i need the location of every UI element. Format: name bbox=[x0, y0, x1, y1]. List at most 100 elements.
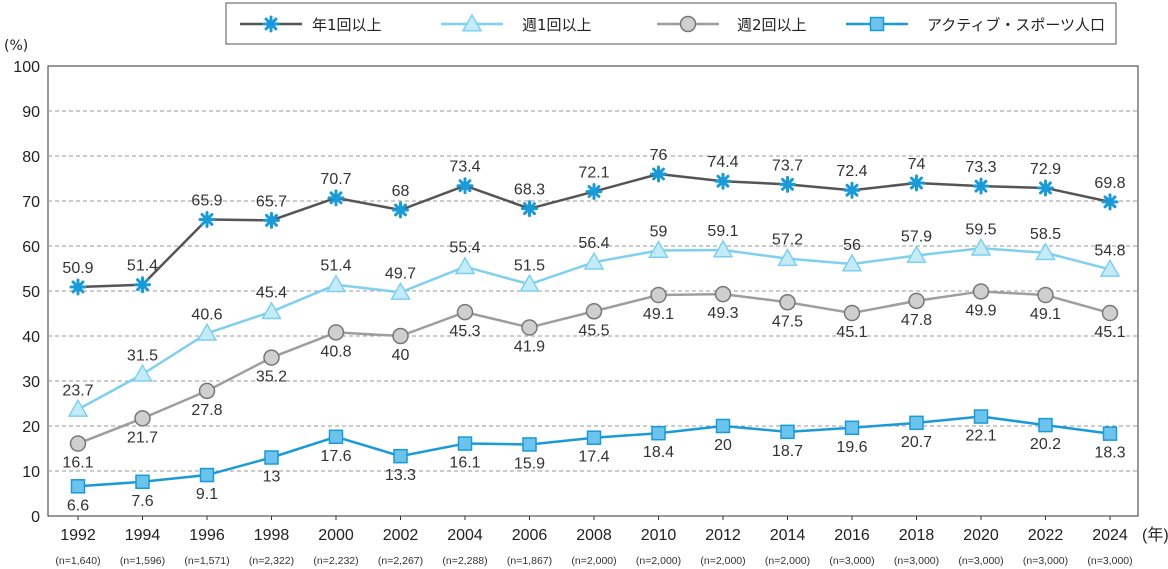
data-point-triangle bbox=[1099, 258, 1121, 277]
asterisk-stroke bbox=[394, 203, 407, 217]
sample-size-label: (n=3,000) bbox=[1023, 555, 1068, 567]
data-label: 16.1 bbox=[62, 455, 93, 472]
data-label: 49.9 bbox=[965, 302, 996, 319]
sample-size-label: (n=1,867) bbox=[507, 555, 552, 567]
data-point-triangle bbox=[1035, 242, 1056, 261]
data-point-circle bbox=[1037, 286, 1054, 304]
data-point-asterisk bbox=[456, 177, 474, 195]
x-tick-label: 1994 bbox=[125, 527, 161, 544]
asterisk-stroke bbox=[523, 202, 536, 216]
sample-size-label: (n=1,596) bbox=[120, 555, 165, 567]
asterisk-stroke bbox=[136, 278, 149, 292]
data-point-triangle bbox=[454, 256, 476, 275]
data-label: 45.3 bbox=[449, 323, 480, 340]
data-point-asterisk bbox=[69, 278, 87, 296]
data-point-square bbox=[1102, 426, 1118, 441]
data-point-square bbox=[457, 436, 473, 451]
sample-size-label: (n=2,322) bbox=[249, 555, 294, 567]
data-label: 22.1 bbox=[965, 428, 996, 445]
data-label: 20.2 bbox=[1030, 436, 1061, 453]
axes: (%) (年) 0 10 20 30 40 50 60 70 80 90 100 1992 (n=1,6… bbox=[4, 38, 1168, 567]
data-point-circle bbox=[585, 303, 603, 320]
asterisk-stroke bbox=[265, 213, 278, 227]
y-tick-label: 90 bbox=[22, 104, 40, 121]
data-point-triangle bbox=[777, 248, 798, 267]
data-label: 72.4 bbox=[836, 163, 867, 180]
data-label: 74 bbox=[908, 156, 926, 173]
x-tick-label: 2018 bbox=[899, 527, 935, 544]
asterisk-stroke bbox=[200, 213, 214, 226]
gridlines bbox=[47, 65, 1139, 517]
data-point-square bbox=[973, 409, 989, 424]
data-label: 49.7 bbox=[385, 265, 416, 282]
y-tick-label: 100 bbox=[13, 59, 40, 76]
data-point-asterisk bbox=[650, 165, 667, 183]
asterisk-stroke bbox=[587, 185, 601, 198]
data-label: 70.7 bbox=[320, 171, 351, 188]
data-point-triangle bbox=[519, 273, 540, 292]
sample-size-label: (n=1,640) bbox=[55, 555, 100, 567]
sample-size-label: (n=2,288) bbox=[442, 555, 487, 567]
x-tick-label: 2008 bbox=[576, 527, 612, 544]
data-label: 20 bbox=[714, 437, 732, 454]
data-label: 45.1 bbox=[1094, 324, 1125, 341]
data-label: 15.9 bbox=[514, 455, 545, 472]
data-label: 51.4 bbox=[320, 258, 351, 275]
data-label: 59.5 bbox=[965, 221, 996, 238]
data-label: 18.3 bbox=[1094, 445, 1125, 462]
data-label: 18.4 bbox=[643, 444, 674, 461]
data-label: 74.4 bbox=[707, 154, 738, 171]
y-tick-label: 0 bbox=[31, 509, 40, 526]
data-point-square bbox=[715, 418, 731, 434]
data-point-triangle bbox=[906, 244, 927, 263]
data-point-triangle bbox=[132, 363, 153, 382]
asterisk-stroke bbox=[329, 191, 343, 205]
sample-size-label: (n=2,267) bbox=[378, 555, 423, 567]
data-label: 16.1 bbox=[449, 455, 480, 472]
data-label: 59 bbox=[650, 224, 668, 241]
data-label: 47.8 bbox=[901, 312, 932, 329]
y-tick-label: 50 bbox=[22, 284, 40, 301]
data-label: 9.1 bbox=[196, 486, 218, 503]
data-point-triangle bbox=[648, 239, 669, 258]
x-tick-label: 2004 bbox=[447, 527, 483, 544]
x-tick-label: 2020 bbox=[963, 527, 999, 544]
data-label: 56 bbox=[843, 237, 861, 254]
data-label: 49.1 bbox=[1030, 306, 1061, 323]
data-label: 18.7 bbox=[772, 443, 803, 460]
x-tick-label: 1996 bbox=[189, 527, 225, 544]
legend-marker-triangle bbox=[461, 13, 483, 32]
data-point-square bbox=[328, 429, 344, 445]
data-point-asterisk bbox=[779, 175, 796, 193]
sample-size-label: (n=3,000) bbox=[958, 555, 1003, 567]
data-label: 45.4 bbox=[256, 285, 287, 302]
data-label: 76 bbox=[650, 147, 668, 164]
legend-marker-circle bbox=[679, 15, 697, 33]
data-label: 49.3 bbox=[707, 305, 738, 322]
x-tick-label: 2024 bbox=[1092, 527, 1128, 544]
data-point-square bbox=[844, 420, 860, 436]
legend-label: 週2回以上 bbox=[737, 16, 807, 34]
x-tick-label: 2014 bbox=[770, 527, 806, 544]
data-label: 50.9 bbox=[62, 260, 93, 277]
data-label: 54.8 bbox=[1094, 242, 1125, 259]
data-point-triangle bbox=[261, 301, 282, 320]
data-point-asterisk bbox=[134, 276, 151, 294]
legend-marker-square bbox=[869, 16, 885, 32]
data-point-circle bbox=[908, 292, 925, 310]
data-point-square bbox=[522, 437, 537, 452]
data-point-square bbox=[651, 425, 666, 441]
data-label: 40 bbox=[392, 347, 410, 364]
asterisk-stroke bbox=[781, 177, 794, 191]
data-labels: 50.9 51.4 65.9 65.7 70.7 68 73.4 68.3 72.1 76 74.4… bbox=[62, 147, 1125, 514]
data-point-triangle bbox=[196, 322, 218, 341]
data-label: 57.2 bbox=[772, 232, 803, 249]
data-point-square bbox=[393, 448, 408, 464]
data-point-triangle bbox=[970, 237, 992, 256]
data-label: 17.4 bbox=[578, 449, 609, 466]
data-point-square bbox=[264, 450, 279, 465]
asterisk-stroke bbox=[845, 183, 859, 197]
data-point-triangle bbox=[712, 239, 734, 258]
data-label: 55.4 bbox=[449, 240, 480, 257]
asterisk-stroke bbox=[716, 174, 730, 188]
